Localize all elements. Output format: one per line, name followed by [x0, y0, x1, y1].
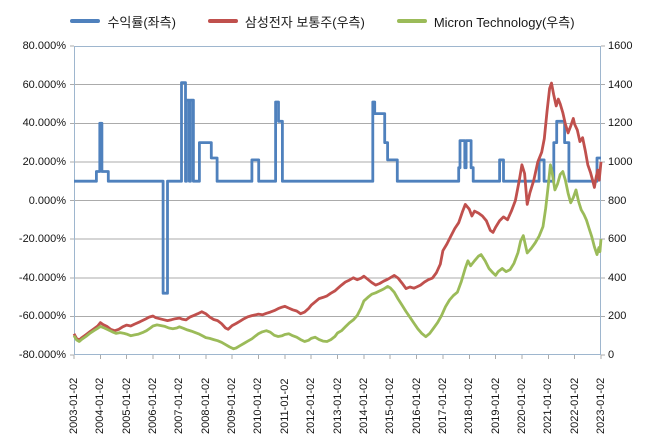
legend-label: 수익률(좌측) [107, 14, 176, 30]
legend-line-icon [70, 19, 101, 23]
legend-item-1[interactable]: 삼성전자 보통주(우측) [207, 12, 365, 31]
right-axis-tick-label: 200 [608, 310, 627, 323]
left-axis-tick-label: 20.000% [22, 155, 66, 168]
left-axis-tick-label: -20.000% [18, 233, 66, 246]
x-axis-tick-label: 2017-01-02 [436, 377, 449, 434]
x-axis-tick-label: 2004-01-02 [94, 377, 107, 434]
x-axis-tick-label: 2006-01-02 [147, 377, 160, 434]
right-axis-tick-label: 0 [608, 349, 615, 361]
x-axis-tick-label: 2014-01-02 [357, 377, 370, 434]
plot-area [70, 45, 605, 359]
legend-label: 삼성전자 보통주(우측) [244, 14, 365, 30]
x-axis-tick-label: 2012-01-02 [305, 377, 318, 434]
x-axis-tick-label: 2020-01-02 [515, 377, 528, 434]
left-axis-tick-label: -40.000% [18, 271, 66, 284]
legend-line-icon [396, 19, 427, 23]
series-line-0 [74, 81, 601, 295]
legend: 수익률(좌측) 삼성전자 보통주(우측) Micron Technology(우측) [0, 10, 645, 32]
x-axis-tick-label: 2008-01-02 [199, 377, 212, 434]
legend-line-icon [207, 19, 238, 23]
left-axis-tick-label: 60.000% [22, 78, 66, 91]
left-axis-tick-label: 40.000% [22, 117, 66, 130]
right-axis-tick-label: 800 [608, 194, 627, 207]
legend-label: Micron Technology(우측) [433, 14, 575, 30]
x-axis-tick-label: 2007-01-02 [173, 377, 186, 434]
x-axis-tick-label: 2003-01-02 [68, 377, 80, 434]
legend-item-0[interactable]: 수익률(좌측) [70, 12, 176, 31]
x-axis-tick-label: 2015-01-02 [384, 377, 397, 434]
x-axis-tick-label: 2013-01-02 [331, 377, 344, 434]
right-axis-tick-label: 1400 [608, 78, 633, 91]
left-axis-tick-label: -60.000% [18, 310, 66, 323]
left-axis-tick-label: 0.000% [28, 194, 66, 207]
x-axis-tick-label: 2005-01-02 [120, 377, 133, 434]
right-axis-tick-label: 1600 [608, 40, 633, 52]
x-axis-tick-label: 2022-01-02 [568, 377, 581, 434]
x-axis-tick-label: 2023-01-02 [595, 377, 607, 434]
x-axis-tick-label: 2021-01-02 [542, 377, 555, 434]
right-axis-tick-label: 600 [608, 233, 627, 246]
plot-border [74, 46, 601, 355]
series-line-2 [72, 163, 603, 351]
x-axis-tick-label: 2016-01-02 [410, 377, 423, 434]
left-axis-tick-label: -80.000% [18, 349, 66, 361]
series-line-1 [72, 81, 603, 342]
x-axis-tick-label: 2009-01-02 [226, 377, 239, 434]
x-axis-tick-label: 2011-01-02 [278, 378, 291, 434]
right-axis-tick-label: 1000 [608, 155, 633, 168]
x-axis-tick-label: 2010-01-02 [252, 377, 265, 434]
x-axis-tick-label: 2019-01-02 [489, 377, 502, 434]
right-axis-tick-label: 1200 [608, 117, 633, 130]
x-axis-tick-label: 2018-01-02 [463, 377, 476, 434]
right-axis-tick-label: 400 [608, 271, 627, 284]
left-axis-tick-label: 80.000% [22, 40, 66, 52]
legend-item-2[interactable]: Micron Technology(우측) [396, 12, 575, 31]
